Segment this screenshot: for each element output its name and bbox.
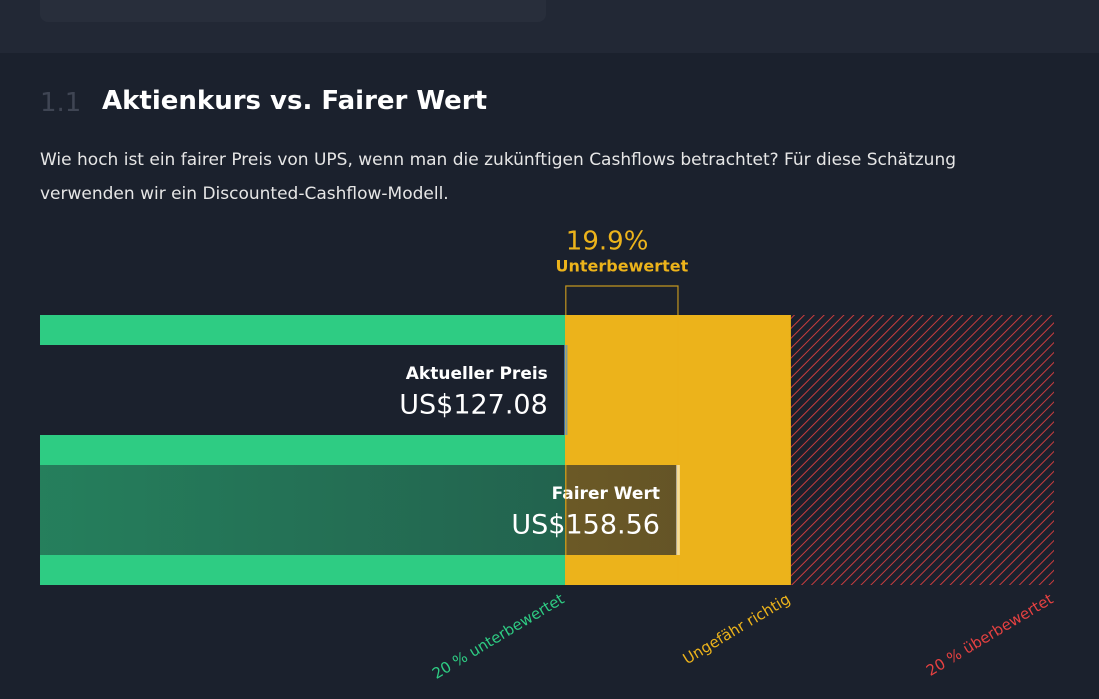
bar xyxy=(40,345,566,435)
top-panel xyxy=(0,0,1099,53)
bar-category: Aktueller Preis xyxy=(406,364,548,384)
zone xyxy=(790,315,1054,585)
zone-label: 20 % unterbewertet xyxy=(429,590,567,683)
bar-value-label: US$158.56 xyxy=(511,510,660,541)
zone-label: Ungefähr richtig xyxy=(680,590,794,668)
zone-label: 20 % überbewertet xyxy=(923,590,1056,680)
section-title: Aktienkurs vs. Fairer Wert xyxy=(102,86,488,116)
bar xyxy=(40,465,678,555)
bar-category: Fairer Wert xyxy=(552,484,660,504)
section-number: 1.1 xyxy=(40,88,82,118)
difference-bracket xyxy=(565,285,679,585)
difference-text: Unterbewertet xyxy=(556,257,689,276)
difference-value: 19.9% xyxy=(566,227,649,257)
section-text: Wie hoch ist ein fairer Preis von UPS, w… xyxy=(40,150,957,204)
bar-value-label: US$127.08 xyxy=(399,390,548,421)
top-box xyxy=(40,0,546,22)
